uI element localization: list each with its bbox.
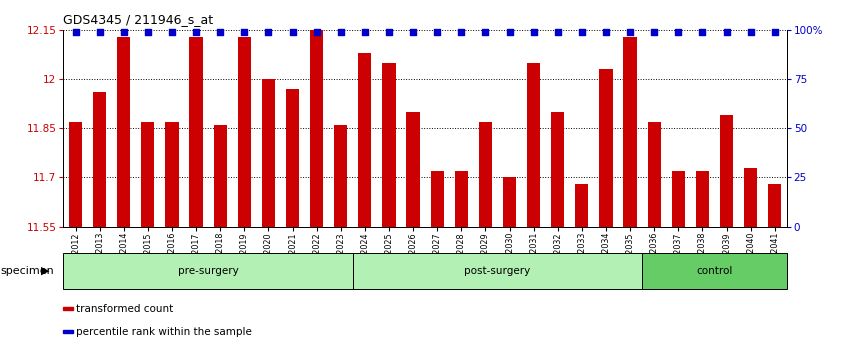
Bar: [406, 112, 420, 227]
Point: [575, 30, 589, 35]
Bar: [117, 36, 130, 227]
Point: [695, 30, 709, 35]
Point: [406, 30, 420, 35]
Point: [551, 30, 564, 35]
Bar: [624, 36, 637, 227]
Text: post-surgery: post-surgery: [464, 266, 530, 276]
Point: [261, 30, 275, 35]
Bar: [286, 89, 299, 227]
Text: percentile rank within the sample: percentile rank within the sample: [76, 327, 252, 337]
Bar: [63, 330, 73, 333]
Bar: [334, 125, 348, 227]
Bar: [695, 171, 709, 227]
Point: [503, 30, 516, 35]
Point: [527, 30, 541, 35]
Bar: [213, 125, 227, 227]
Bar: [63, 307, 73, 310]
Text: control: control: [696, 266, 733, 276]
Text: GDS4345 / 211946_s_at: GDS4345 / 211946_s_at: [63, 13, 213, 26]
Text: transformed count: transformed count: [76, 304, 173, 314]
Bar: [165, 122, 179, 227]
Bar: [261, 79, 275, 227]
Text: pre-surgery: pre-surgery: [178, 266, 239, 276]
Point: [599, 30, 613, 35]
Bar: [141, 122, 155, 227]
Point: [117, 30, 130, 35]
Point: [720, 30, 733, 35]
Point: [334, 30, 348, 35]
Bar: [310, 30, 323, 227]
Point: [382, 30, 396, 35]
FancyBboxPatch shape: [63, 253, 353, 289]
Point: [647, 30, 661, 35]
Point: [165, 30, 179, 35]
Bar: [93, 92, 107, 227]
Bar: [647, 122, 661, 227]
Point: [744, 30, 757, 35]
Point: [213, 30, 227, 35]
Point: [141, 30, 155, 35]
Point: [238, 30, 251, 35]
Bar: [358, 53, 371, 227]
Text: ▶: ▶: [41, 266, 50, 276]
Bar: [431, 171, 444, 227]
Bar: [190, 36, 203, 227]
Point: [624, 30, 637, 35]
FancyBboxPatch shape: [642, 253, 787, 289]
Point: [479, 30, 492, 35]
Bar: [503, 177, 516, 227]
Point: [286, 30, 299, 35]
Bar: [768, 184, 782, 227]
Bar: [672, 171, 685, 227]
Point: [431, 30, 444, 35]
Point: [93, 30, 107, 35]
Bar: [382, 63, 396, 227]
Point: [69, 30, 82, 35]
Point: [190, 30, 203, 35]
Point: [358, 30, 371, 35]
Point: [454, 30, 468, 35]
Bar: [551, 112, 564, 227]
Bar: [575, 184, 589, 227]
Point: [310, 30, 323, 35]
Bar: [527, 63, 541, 227]
Bar: [69, 122, 82, 227]
Bar: [599, 69, 613, 227]
Bar: [454, 171, 468, 227]
Bar: [479, 122, 492, 227]
Point: [768, 30, 782, 35]
Point: [672, 30, 685, 35]
FancyBboxPatch shape: [353, 253, 642, 289]
Bar: [744, 167, 757, 227]
Text: specimen: specimen: [1, 266, 55, 276]
Bar: [720, 115, 733, 227]
Bar: [238, 36, 251, 227]
